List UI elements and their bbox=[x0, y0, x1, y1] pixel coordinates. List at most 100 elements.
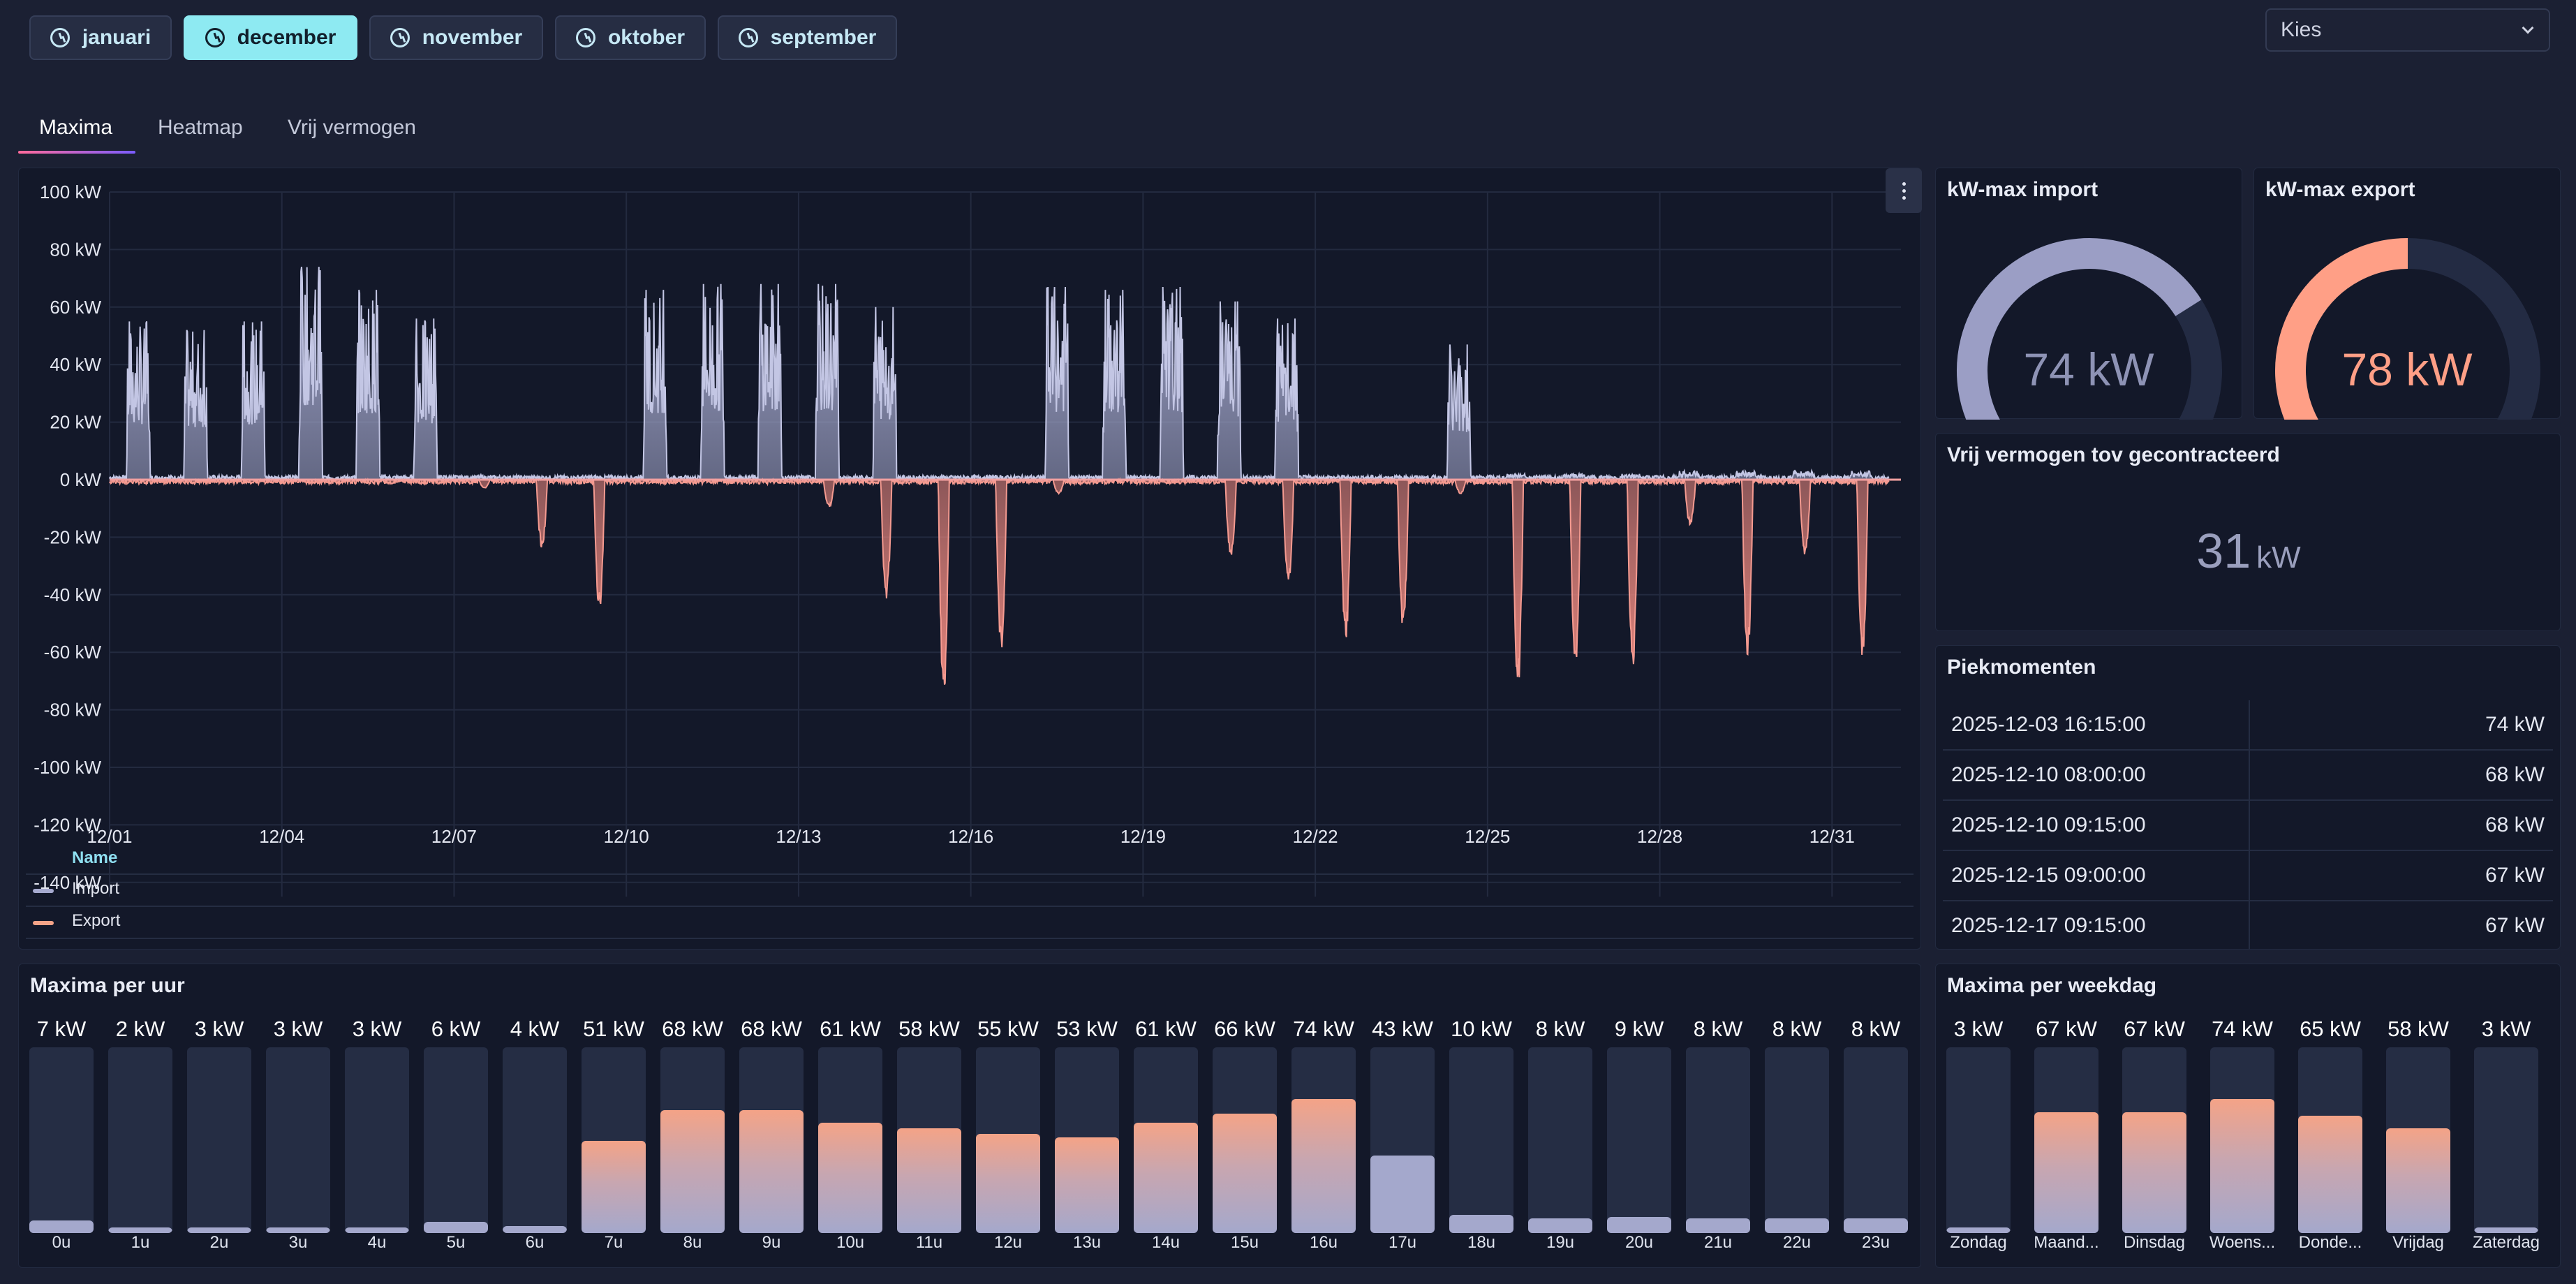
x-tick-label: 12/16 bbox=[948, 826, 993, 847]
uur-bar-fill bbox=[345, 1227, 409, 1233]
panel-menu-button[interactable] bbox=[1886, 168, 1922, 213]
legend-item-export[interactable]: Export bbox=[72, 911, 121, 930]
weekdag-bar-fill bbox=[2034, 1112, 2098, 1233]
uur-bar-fill bbox=[1844, 1218, 1908, 1233]
uur-bar[interactable] bbox=[976, 1047, 1040, 1233]
uur-bar-label: 9u bbox=[762, 1233, 781, 1252]
uur-bar[interactable] bbox=[582, 1047, 646, 1233]
uur-bar-label: 17u bbox=[1388, 1233, 1417, 1252]
uur-bar-fill bbox=[1370, 1155, 1435, 1233]
weekdag-bar-fill bbox=[2474, 1227, 2538, 1233]
weekdag-bar[interactable] bbox=[1946, 1047, 2011, 1233]
table-row[interactable]: 2025-12-10 09:15:00 68 kW bbox=[1943, 801, 2553, 851]
clock-icon bbox=[50, 28, 70, 47]
uur-bar-label: 6u bbox=[525, 1233, 545, 1252]
uur-bar[interactable] bbox=[1765, 1047, 1829, 1233]
weekdag-bar-value: 58 kW bbox=[2388, 1017, 2449, 1041]
legend-swatch-import bbox=[33, 889, 54, 893]
maxima-per-uur-title: Maxima per uur bbox=[30, 974, 185, 997]
y-tick-label: -80 kW bbox=[44, 700, 102, 721]
uur-bar[interactable] bbox=[345, 1047, 409, 1233]
uur-bar[interactable] bbox=[187, 1047, 251, 1233]
weekdag-bar[interactable] bbox=[2474, 1047, 2538, 1233]
uur-bar-value: 2 kW bbox=[115, 1017, 165, 1041]
uur-bar[interactable] bbox=[1449, 1047, 1513, 1233]
legend-swatch-export bbox=[33, 921, 54, 925]
uur-bar[interactable] bbox=[1528, 1047, 1592, 1233]
uur-bar-fill bbox=[1213, 1114, 1277, 1233]
clock-icon bbox=[575, 28, 595, 47]
uur-bar-fill bbox=[1528, 1218, 1592, 1233]
y-tick-label: -100 kW bbox=[34, 757, 101, 778]
uur-bar-label: 19u bbox=[1546, 1233, 1575, 1252]
gauge-panel-import: kW-max import 74 kW bbox=[1935, 168, 2242, 420]
uur-bar[interactable] bbox=[266, 1047, 330, 1233]
tab-heatmap[interactable]: Heatmap bbox=[158, 116, 243, 139]
month-button-september[interactable]: september bbox=[718, 15, 897, 60]
piekmomenten-panel: Piekmomenten 2025-12-03 16:15:00 74 kW 20… bbox=[1935, 645, 2561, 950]
weekdag-bar-fill bbox=[2122, 1112, 2186, 1233]
table-row[interactable]: 2025-12-03 16:15:00 74 kW bbox=[1943, 700, 2553, 751]
uur-bar[interactable] bbox=[1134, 1047, 1198, 1233]
maxima-per-uur-panel: Maxima per uur bbox=[18, 964, 1921, 1268]
uur-bar-label: 1u bbox=[131, 1233, 150, 1252]
uur-bar[interactable] bbox=[1844, 1047, 1908, 1233]
uur-bar-value: 61 kW bbox=[820, 1017, 881, 1041]
x-tick-label: 12/31 bbox=[1809, 826, 1855, 847]
tab-vrij-vermogen[interactable]: Vrij vermogen bbox=[288, 116, 416, 139]
legend-item-import[interactable]: Import bbox=[72, 879, 120, 898]
uur-bar-value: 8 kW bbox=[1535, 1017, 1585, 1041]
chevron-down-icon bbox=[2522, 22, 2534, 34]
uur-bar-fill bbox=[582, 1141, 646, 1233]
month-button-december[interactable]: december bbox=[184, 15, 357, 60]
uur-bar[interactable] bbox=[1213, 1047, 1277, 1233]
uur-bar[interactable] bbox=[1686, 1047, 1750, 1233]
kies-select[interactable]: Kies bbox=[2265, 8, 2550, 52]
timeseries-chart[interactable]: 100 kW 80 kW 60 kW 40 kW 20 kW 0 kW -20 kW -40 … bbox=[19, 168, 1922, 950]
uur-bar[interactable] bbox=[818, 1047, 882, 1233]
uur-bar[interactable] bbox=[108, 1047, 172, 1233]
clock-icon bbox=[738, 28, 758, 47]
uur-bar-value: 4 kW bbox=[510, 1017, 560, 1041]
uur-bar[interactable] bbox=[29, 1047, 94, 1233]
uur-bar[interactable] bbox=[1055, 1047, 1119, 1233]
uur-bar-label: 22u bbox=[1782, 1233, 1812, 1252]
weekdag-bar[interactable] bbox=[2386, 1047, 2450, 1233]
weekdag-bar[interactable] bbox=[2122, 1047, 2186, 1233]
gauge-fill bbox=[2275, 238, 2408, 420]
weekdag-bar[interactable] bbox=[2298, 1047, 2362, 1233]
month-button-november[interactable]: november bbox=[369, 15, 543, 60]
uur-bar[interactable] bbox=[424, 1047, 488, 1233]
weekdag-bar[interactable] bbox=[2034, 1047, 2098, 1233]
month-button-januari[interactable]: januari bbox=[29, 15, 172, 60]
uur-bar-value: 8 kW bbox=[1851, 1017, 1901, 1041]
uur-bar[interactable] bbox=[739, 1047, 804, 1233]
table-row[interactable]: 2025-12-17 09:15:00 67 kW bbox=[1943, 901, 2553, 949]
uur-bar-value: 68 kW bbox=[662, 1017, 723, 1041]
tab-maxima[interactable]: Maxima bbox=[39, 116, 113, 139]
uur-bar[interactable] bbox=[1607, 1047, 1671, 1233]
gauge-export bbox=[2275, 238, 2540, 420]
maxima-per-weekdag-title: Maxima per weekdag bbox=[1947, 974, 2157, 997]
uur-bar-fill bbox=[660, 1110, 725, 1233]
vrij-vermogen-panel: Vrij vermogen tov gecontracteerd 31 kW bbox=[1935, 433, 2561, 631]
table-row[interactable]: 2025-12-15 09:00:00 67 kW bbox=[1943, 851, 2553, 901]
weekdag-bar-value: 74 kW bbox=[2212, 1017, 2273, 1041]
weekdag-bar-label: Maand... bbox=[2034, 1233, 2099, 1252]
uur-bar[interactable] bbox=[897, 1047, 961, 1233]
weekdag-bar[interactable] bbox=[2210, 1047, 2274, 1233]
legend-divider bbox=[26, 873, 1914, 875]
uur-bar-label: 12u bbox=[993, 1233, 1023, 1252]
uur-bar[interactable] bbox=[660, 1047, 725, 1233]
y-tick-label: 40 kW bbox=[50, 354, 101, 375]
uur-bar[interactable] bbox=[503, 1047, 567, 1233]
month-button-oktober[interactable]: oktober bbox=[555, 15, 706, 60]
uur-bar-fill bbox=[897, 1128, 961, 1233]
legend-divider bbox=[26, 906, 1914, 907]
y-tick-label: 0 kW bbox=[60, 469, 102, 490]
uur-bar[interactable] bbox=[1291, 1047, 1356, 1233]
y-tick-label: 100 kW bbox=[40, 182, 102, 202]
uur-bar-label: 18u bbox=[1467, 1233, 1496, 1252]
table-row[interactable]: 2025-12-10 08:00:00 68 kW bbox=[1943, 751, 2553, 801]
uur-bar[interactable] bbox=[1370, 1047, 1435, 1233]
